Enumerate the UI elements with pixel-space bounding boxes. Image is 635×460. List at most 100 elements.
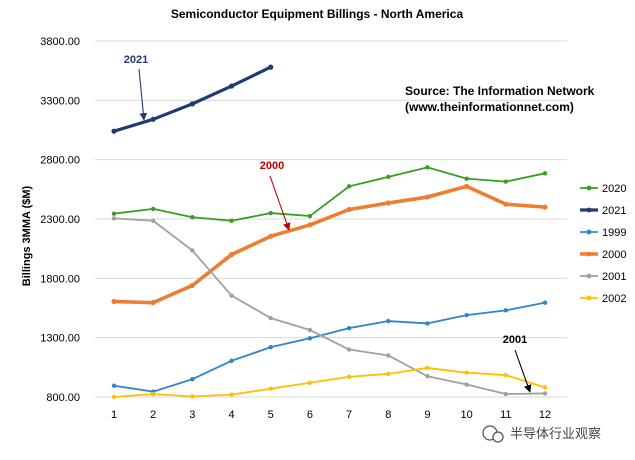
legend-marker-2020 (586, 185, 592, 191)
data-point-2000 (150, 300, 156, 306)
data-point-2000 (189, 282, 195, 289)
data-point-2001 (150, 218, 156, 223)
data-point-2001 (542, 391, 548, 396)
data-point-1999 (346, 325, 352, 331)
data-point-2020 (503, 179, 509, 184)
annotation-arrow-2021 (138, 68, 148, 121)
data-point-1999 (229, 358, 234, 364)
x-tick-label: 2 (150, 409, 156, 421)
data-point-2002 (503, 372, 509, 378)
series-1999 (111, 300, 548, 394)
data-point-2002 (150, 391, 156, 397)
data-point-2001 (346, 347, 352, 352)
legend-label-2001: 2001 (602, 271, 626, 283)
source-line-2: (www.theinformationnet.com) (405, 100, 574, 114)
data-point-2000 (385, 200, 391, 206)
data-point-2020 (425, 165, 430, 170)
data-point-2001 (503, 391, 509, 397)
data-point-2002 (386, 371, 391, 377)
data-point-2020 (346, 184, 352, 189)
data-point-2020 (190, 215, 195, 220)
annotations: 2021 2000 2001 (124, 54, 532, 393)
data-point-2000 (464, 183, 470, 189)
data-point-2002 (542, 385, 548, 390)
source-line-1: Source: The Information Network (405, 84, 595, 98)
data-point-2020 (111, 211, 117, 216)
legend-label-2000: 2000 (602, 249, 626, 261)
gridlines (95, 40, 567, 398)
x-tick-label: 4 (228, 409, 234, 421)
data-point-2001 (190, 248, 195, 253)
y-tick-label: 3300.00 (40, 95, 80, 107)
data-point-2000 (268, 233, 274, 239)
series-line-2002 (113, 367, 546, 398)
annotation-arrow-2001 (514, 349, 532, 393)
annotation-arrow-2000 (269, 175, 291, 231)
data-point-2002 (111, 394, 117, 400)
x-axis-ticks: 1 2 3 4 5 6 7 8 9 10 11 12 (111, 409, 551, 421)
data-point-2001 (307, 327, 313, 333)
data-point-2021 (228, 83, 235, 89)
x-tick-label: 7 (346, 409, 352, 421)
x-tick-label: 1 (111, 409, 117, 421)
data-point-2002 (307, 380, 313, 385)
series-lines (111, 64, 548, 400)
chart-title: Semiconductor Equipment Billings - North… (171, 7, 464, 21)
data-point-2002 (425, 365, 430, 371)
series-line-2000 (113, 184, 546, 305)
data-point-2002 (229, 392, 234, 397)
series-line-2001 (113, 217, 546, 395)
data-point-1999 (503, 308, 509, 313)
y-axis-label: Billings 3MMA ($M) (21, 185, 33, 286)
data-point-2020 (542, 171, 548, 176)
series-2001 (111, 216, 548, 397)
data-point-2001 (386, 353, 391, 358)
x-tick-label: 12 (539, 409, 551, 421)
data-point-2000 (111, 298, 117, 305)
data-point-1999 (111, 383, 117, 388)
data-point-1999 (425, 321, 430, 326)
data-point-2001 (425, 374, 430, 379)
series-2000 (111, 183, 548, 306)
data-point-1999 (386, 318, 391, 324)
y-tick-label: 3800.00 (40, 36, 80, 48)
data-point-1999 (307, 336, 313, 341)
y-tick-label: 2800.00 (40, 155, 80, 167)
watermark: 半导体行业观察 (482, 425, 601, 443)
data-point-2000 (228, 252, 235, 258)
data-point-2021 (268, 64, 274, 70)
data-point-2001 (464, 382, 469, 387)
x-tick-label: 3 (189, 409, 195, 421)
data-point-2001 (268, 315, 273, 321)
data-point-2000 (503, 201, 509, 207)
data-point-2001 (229, 293, 234, 298)
y-tick-label: 2300.00 (40, 214, 80, 226)
data-point-1999 (464, 312, 469, 318)
data-point-2000 (346, 206, 352, 213)
x-tick-label: 10 (461, 409, 473, 421)
data-point-2002 (464, 370, 469, 375)
data-point-2021 (111, 128, 117, 134)
data-point-2020 (386, 174, 391, 180)
legend-label-1999: 1999 (602, 227, 626, 239)
x-tick-label: 6 (307, 409, 313, 421)
wechat-icon-bubble (492, 431, 504, 443)
y-tick-label: 1300.00 (40, 333, 80, 345)
annotation-label-2021: 2021 (124, 54, 148, 66)
series-line-2021 (113, 65, 272, 133)
data-point-2020 (268, 210, 273, 216)
legend-marker-2000 (586, 251, 592, 257)
data-point-2020 (229, 218, 234, 223)
data-point-2020 (307, 213, 313, 219)
legend-marker-2001 (586, 273, 592, 279)
data-point-2002 (346, 374, 352, 380)
x-tick-label: 8 (385, 409, 391, 421)
legend-marker-2021 (586, 207, 592, 213)
y-tick-label: 800.00 (46, 392, 80, 404)
legend: 2020 2021 1999 2000 2001 2002 (580, 183, 626, 305)
data-point-2000 (307, 222, 313, 228)
legend-marker-2002 (586, 295, 592, 301)
x-tick-label: 5 (268, 409, 274, 421)
data-point-2020 (150, 206, 156, 212)
